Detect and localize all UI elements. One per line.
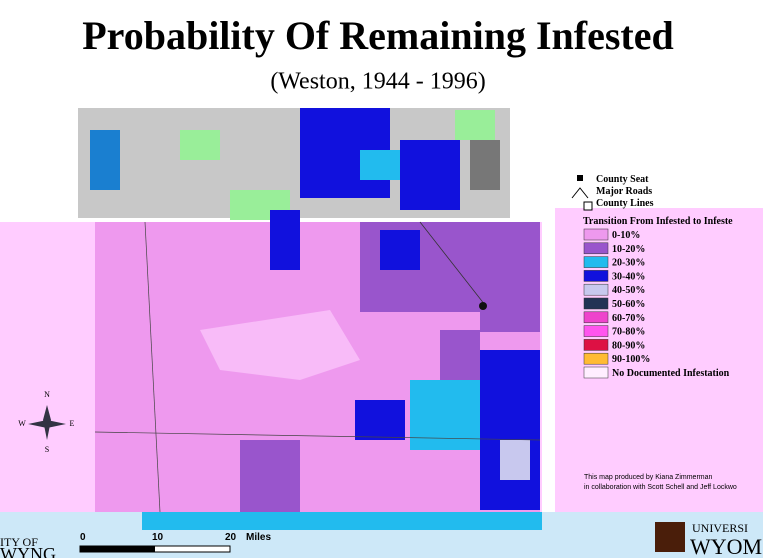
compass: N E S W	[18, 390, 74, 454]
legend-swatch	[583, 366, 609, 379]
scale-label: 10	[152, 532, 164, 543]
legend-label: 70-80%	[612, 327, 645, 338]
county-line-symbol	[583, 201, 593, 211]
legend-symbol-label: County Seat	[596, 174, 649, 185]
logo-text: UNIVERSI	[692, 521, 748, 535]
legend-symbol-label: County Lines	[596, 198, 654, 209]
credit: This map produced by Kiana Zimmerman	[584, 474, 712, 481]
scale-unit: Miles	[246, 532, 271, 543]
legend-swatch	[583, 311, 609, 324]
compass-e: E	[70, 419, 75, 428]
county-seat-symbol	[577, 175, 583, 181]
legend-label: 50-60%	[612, 299, 645, 310]
map-strip	[142, 512, 542, 530]
legend-swatch	[583, 283, 609, 296]
title: Probability Of Remaining Infested	[82, 13, 674, 58]
logo-mark	[655, 522, 685, 552]
legend-swatch	[583, 339, 609, 351]
legend-swatch	[583, 270, 609, 282]
scale-bar: 0 10 20 Miles	[79, 532, 271, 553]
road-symbol	[571, 187, 589, 199]
legend-swatch	[583, 352, 609, 365]
legend-label: 90-100%	[612, 354, 650, 365]
subtitle: (Weston, 1944 - 1996)	[270, 69, 485, 95]
legend-label: 80-90%	[612, 340, 645, 351]
compass-n: N	[44, 390, 50, 399]
scale-label: 0	[80, 532, 86, 543]
compass-s: S	[45, 445, 49, 454]
legend-label: 60-70%	[612, 313, 645, 324]
logo-text: ITY OF	[0, 535, 38, 549]
legend-swatch	[583, 228, 609, 241]
logo-text: WYNG	[0, 544, 56, 558]
compass-w: W	[18, 419, 26, 428]
upper-blobs	[90, 108, 500, 220]
legend-label: 10-20%	[612, 244, 645, 255]
logo-text: WYOM	[690, 534, 762, 558]
legend-label: 30-40%	[612, 271, 645, 282]
legend-symbol-label: Major Roads	[596, 186, 652, 197]
legend-swatch	[583, 256, 609, 268]
legend-label: 0-10%	[612, 230, 640, 241]
legend-swatch	[583, 325, 609, 337]
legend-swatch	[583, 242, 609, 255]
legend-swatch	[583, 297, 609, 310]
legend-label: No Documented Infestation	[612, 368, 730, 379]
legend-label: 20-30%	[612, 258, 645, 269]
scale-label: 20	[225, 532, 237, 543]
legend-title: Transition From Infested to Infeste	[583, 216, 733, 227]
map-blobs	[200, 210, 540, 512]
credit: in collaboration with Scott Schell and J…	[584, 484, 737, 491]
legend-label: 40-50%	[612, 285, 645, 296]
